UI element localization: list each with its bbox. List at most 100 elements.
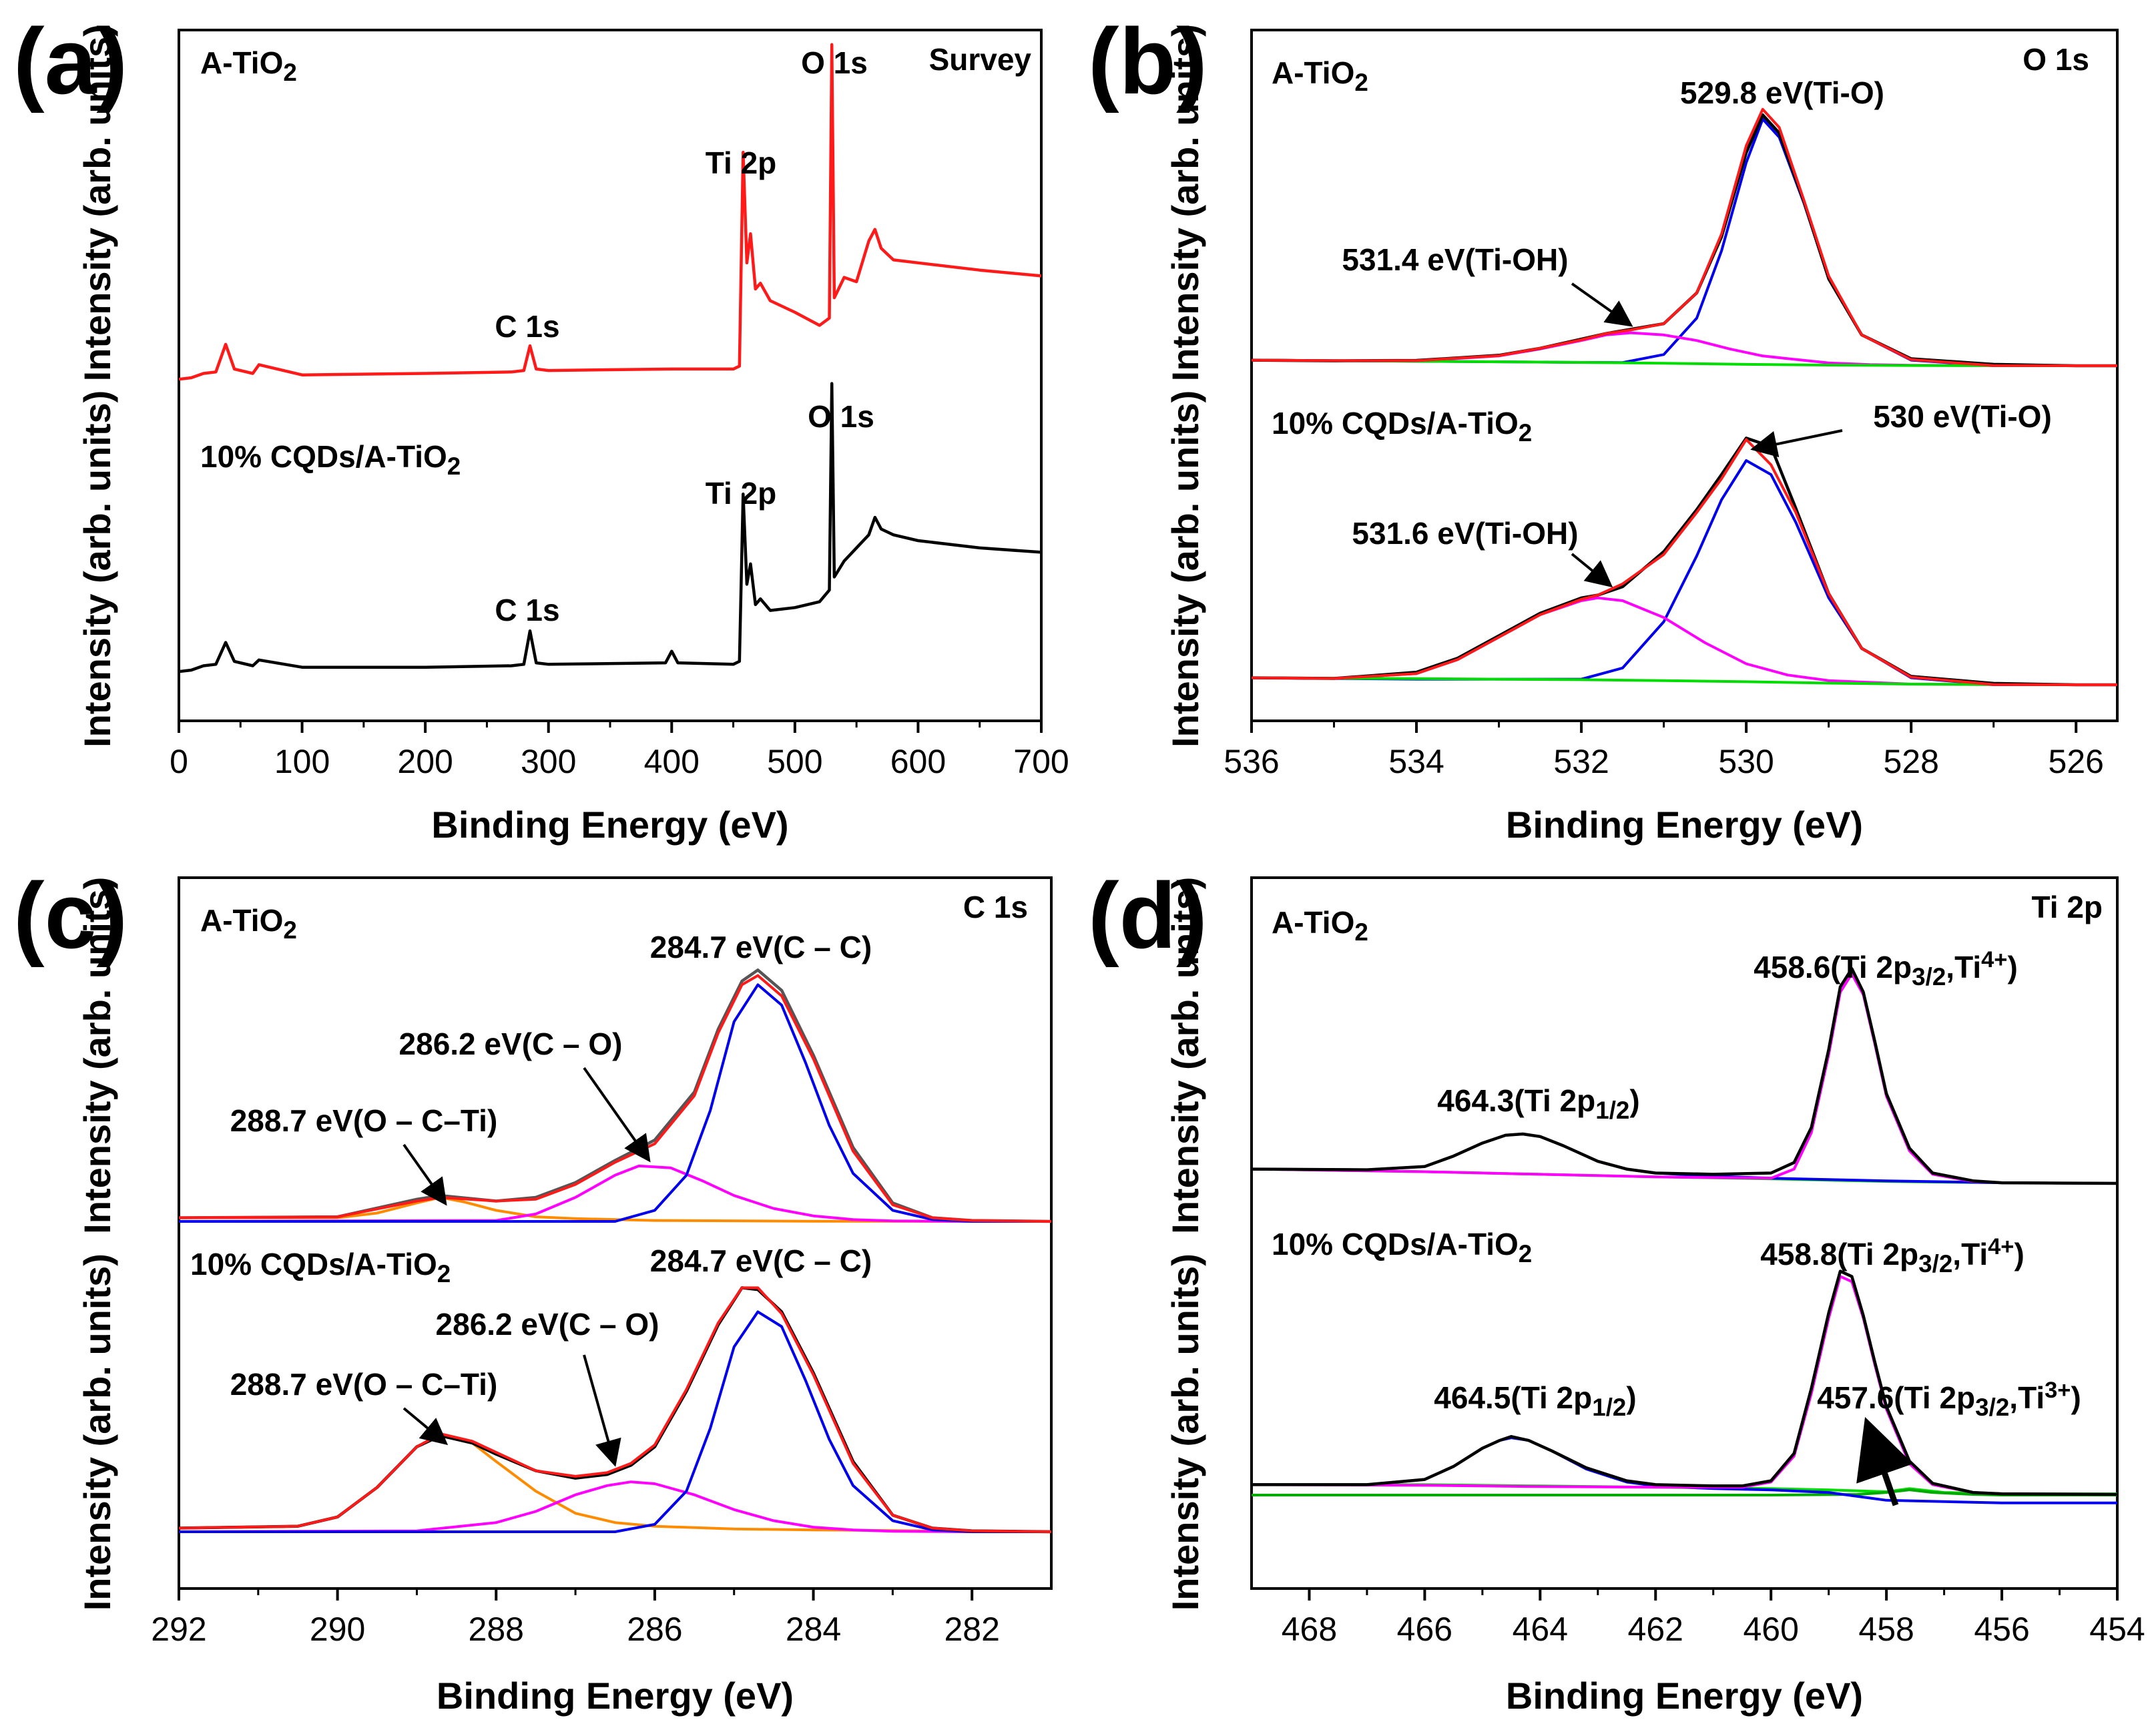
series-data — [178, 43, 1042, 381]
core-level-label: O 1s — [2023, 42, 2089, 77]
peak-annotation: 288.7 eV(O – C–Ti) — [230, 1103, 498, 1138]
panel-c: (c) 292 290 288 286 284 282 Binding Energy (eV)… — [13, 863, 1053, 1717]
sample-a-tio2: A-TiO2 C 1s Ti 2p O 1s — [178, 43, 1042, 381]
series-o-c-ti-fit — [179, 1196, 1051, 1223]
panel-a: (a) 0 100 200 300 400 500 600 700 Binding Energy … — [13, 9, 1069, 846]
series-ti-oh-fit — [1251, 596, 2117, 686]
x-tick-label: 286 — [627, 1611, 682, 1648]
x-tick-label: 468 — [1282, 1611, 1337, 1648]
y-axis-title: Intensity (arb. units) — [1164, 24, 1206, 381]
sample-cqds-a-tio2: 10% CQDs/A-TiO2 284.7 eV(C – C) 286.2 eV(C… — [178, 1243, 1052, 1534]
sample-name: 10% CQDs/A-TiO2 — [1272, 406, 1532, 447]
x-axis-title: Binding Energy (eV) — [431, 804, 788, 846]
series-data — [178, 382, 1042, 673]
series-c-o-fit — [178, 1164, 1051, 1223]
y-axis-title-lower: Intensity (arb. units) — [1164, 390, 1206, 748]
peak-label: O 1s — [801, 45, 868, 80]
panel-d: (d) 468 466 464 462 460 458 456 454 Binding Energ… — [1088, 863, 2145, 1717]
series-c-c-fit — [179, 1310, 1051, 1533]
annotation-arrow — [1571, 553, 1613, 588]
x-tick-label: 454 — [2089, 1611, 2145, 1648]
series-envelope — [178, 1286, 1052, 1533]
core-level-label: Survey — [929, 42, 1032, 77]
peak-label: Ti 2p — [706, 476, 777, 511]
x-tick-label: 458 — [1858, 1611, 1914, 1648]
annotation-arrow — [583, 1354, 621, 1467]
plot-frame — [1250, 29, 2119, 722]
x-tick-label: 466 — [1397, 1611, 1452, 1648]
x-tick-label: 536 — [1224, 743, 1279, 780]
peak-annotation: 457.6(Ti 2p3/2,Ti3+) — [1817, 1378, 2081, 1421]
sample-cqds-a-tio2: 10% CQDs/A-TiO2 C 1s Ti 2p O 1s — [178, 382, 1042, 673]
peak-label: Ti 2p — [706, 146, 777, 180]
sample-name: A-TiO2 — [200, 903, 297, 944]
x-tick-label: 282 — [944, 1611, 999, 1648]
series-data — [1251, 437, 2117, 687]
x-axis-title: Binding Energy (eV) — [437, 1675, 794, 1717]
sample-name: A-TiO2 — [1272, 905, 1368, 946]
x-tick-label: 100 — [274, 743, 330, 780]
annotation-arrow — [1750, 429, 1843, 458]
peak-annotation: 464.3(Ti 2p1/2) — [1437, 1083, 1639, 1124]
y-axis-title-lower: Intensity (arb. units) — [76, 390, 118, 748]
panel-letter: (c) — [13, 863, 127, 968]
series-ti-2p3-2-fit — [1251, 972, 2118, 1185]
sample-name: 10% CQDs/A-TiO2 — [1272, 1227, 1532, 1267]
sample-name: 10% CQDs/A-TiO2 — [200, 439, 461, 480]
series-data — [1251, 113, 2117, 368]
panel-letter: (b) — [1088, 9, 1207, 113]
peak-label: C 1s — [495, 309, 559, 344]
annotation-arrow — [402, 1407, 449, 1446]
x-tick-label: 462 — [1628, 1611, 1683, 1648]
x-tick-label: 534 — [1388, 743, 1444, 780]
panel-b: (b) 536 534 532 530 528 526 Binding Energy (eV)… — [1088, 9, 2119, 846]
sample-cqds-a-tio2: 10% CQDs/A-TiO2 458.8(Ti 2p3/2,Ti4+) 464.5… — [1251, 1227, 2118, 1506]
x-tick-label: 526 — [2049, 743, 2104, 780]
series-envelope — [1251, 107, 2117, 367]
series-ti-o-fit — [1251, 459, 2117, 686]
x-tick-label: 290 — [310, 1611, 365, 1648]
peak-annotation: 531.6 eV(Ti-OH) — [1352, 516, 1578, 551]
y-axis-title: Intensity (arb. units) — [76, 877, 118, 1234]
x-tick-label: 300 — [521, 743, 576, 780]
series-c-o-fit — [178, 1480, 1051, 1533]
series-envelope — [178, 974, 1052, 1223]
series-c-c-fit — [179, 983, 1051, 1223]
y-axis-title-lower: Intensity (arb. units) — [1164, 1253, 1206, 1611]
peak-annotation: 458.6(Ti 2p3/2,Ti4+) — [1754, 947, 2018, 990]
sample-name: 10% CQDs/A-TiO2 — [190, 1247, 451, 1287]
core-level-label: C 1s — [963, 890, 1028, 924]
x-tick-label: 532 — [1553, 743, 1609, 780]
x-tick-label: 288 — [469, 1611, 524, 1648]
peak-annotation: 284.7 eV(C – C) — [650, 1243, 872, 1278]
x-tick-label: 284 — [786, 1611, 841, 1648]
x-tick-label: 500 — [767, 743, 822, 780]
sample-a-tio2: A-TiO2 458.6(Ti 2p3/2,Ti4+) 464.3(Ti 2p1/2… — [1251, 905, 2118, 1185]
peak-annotation: 286.2 eV(C – O) — [399, 1027, 623, 1061]
x-axis-title: Binding Energy (eV) — [1506, 1675, 1863, 1717]
sample-name: A-TiO2 — [1272, 55, 1368, 96]
y-axis-title: Intensity (arb. units) — [76, 24, 118, 381]
x-tick-label: 700 — [1013, 743, 1069, 780]
x-tick-label: 456 — [1974, 1611, 2029, 1648]
peak-annotation: 464.5(Ti 2p1/2) — [1434, 1380, 1636, 1421]
plot-frame — [1250, 876, 2119, 1590]
annotation-arrow — [583, 1067, 651, 1163]
annotation-arrow — [1856, 1416, 1914, 1506]
core-level-label: Ti 2p — [2031, 890, 2103, 924]
x-tick-label: 400 — [644, 743, 700, 780]
series-envelope — [1251, 438, 2117, 686]
series-data — [1252, 1269, 2118, 1496]
peak-annotation: 530 eV(Ti-O) — [1873, 399, 2052, 434]
sample-name: A-TiO2 — [200, 45, 297, 86]
peak-annotation: 286.2 eV(C – O) — [436, 1307, 659, 1342]
sample-a-tio2: A-TiO2 529.8 eV(Ti-O) 531.4 eV(Ti-OH) — [1251, 55, 2117, 368]
sample-a-tio2: A-TiO2 284.7 eV(C – C) 286.2 eV(C – O) 288.… — [178, 903, 1052, 1223]
peak-annotation: 458.8(Ti 2p3/2,Ti4+) — [1760, 1234, 2025, 1277]
x-axis-title: Binding Energy (eV) — [1506, 804, 1863, 846]
panel-letter: (d) — [1088, 863, 1207, 968]
y-axis-title: Intensity (arb. units) — [1164, 877, 1206, 1234]
x-tick-label: 464 — [1513, 1611, 1568, 1648]
peak-label: O 1s — [808, 399, 874, 434]
